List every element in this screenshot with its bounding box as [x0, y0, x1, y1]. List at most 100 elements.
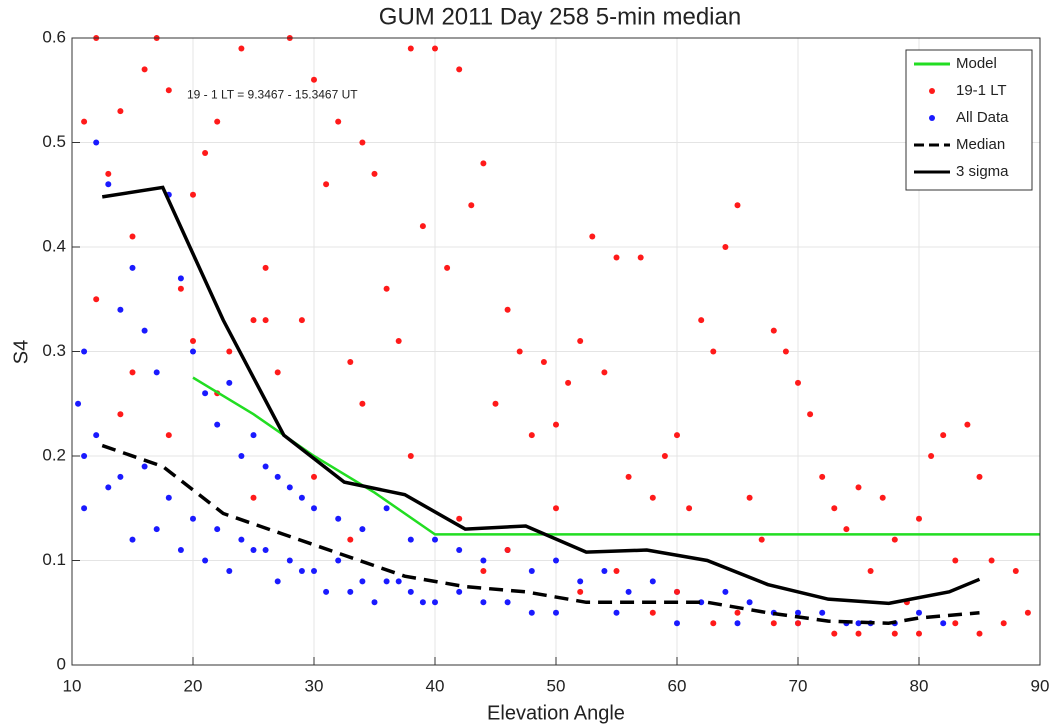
data-point	[722, 588, 729, 595]
data-point	[311, 567, 317, 574]
data-point	[323, 181, 330, 188]
data-point	[298, 494, 305, 501]
data-point	[75, 400, 82, 407]
data-point	[129, 536, 136, 543]
data-point	[891, 630, 898, 637]
x-tick-label: 10	[63, 676, 82, 695]
data-point	[93, 432, 100, 439]
data-point	[407, 588, 414, 595]
data-point	[577, 588, 584, 595]
data-point	[141, 327, 148, 334]
data-point	[746, 494, 753, 501]
data-point	[419, 223, 426, 230]
data-point	[274, 578, 281, 585]
data-point	[226, 567, 233, 574]
data-point	[456, 588, 463, 595]
data-point	[298, 317, 305, 324]
data-point	[492, 400, 499, 407]
data-point	[81, 348, 88, 355]
data-point	[335, 557, 342, 564]
data-point	[262, 463, 269, 470]
data-point	[335, 515, 342, 522]
x-tick-label: 40	[426, 676, 445, 695]
data-point	[565, 379, 572, 386]
data-point	[661, 453, 668, 459]
data-point	[795, 620, 801, 627]
data-point	[782, 348, 789, 355]
data-point	[649, 609, 656, 616]
data-point	[625, 588, 632, 595]
data-point	[456, 515, 463, 522]
data-point	[855, 620, 862, 627]
data-point	[129, 233, 136, 240]
data-point	[177, 547, 184, 554]
data-point	[553, 609, 559, 616]
data-point	[190, 515, 196, 522]
data-point	[177, 275, 184, 282]
data-point	[928, 453, 935, 459]
data-point	[214, 526, 221, 533]
data-point	[831, 505, 838, 512]
data-point	[710, 348, 717, 355]
data-point	[347, 588, 354, 595]
data-point	[528, 609, 535, 616]
data-point	[504, 306, 511, 313]
data-point	[117, 306, 124, 313]
data-point	[347, 536, 354, 543]
x-tick-label: 50	[547, 676, 566, 695]
data-point	[359, 139, 366, 146]
data-point	[419, 599, 426, 606]
data-point	[819, 609, 826, 616]
data-point	[214, 421, 221, 428]
legend-marker	[929, 88, 935, 94]
data-point	[165, 87, 172, 94]
data-point	[855, 484, 862, 491]
data-point	[613, 567, 620, 574]
data-point	[153, 369, 160, 376]
data-point	[226, 348, 233, 355]
data-point	[311, 505, 317, 512]
chart-title: GUM 2011 Day 258 5-min median	[379, 3, 741, 30]
data-point	[407, 536, 414, 543]
data-point	[238, 536, 245, 543]
data-point	[867, 567, 874, 574]
data-point	[190, 348, 196, 355]
data-point	[335, 118, 342, 125]
data-point	[202, 557, 209, 564]
annotation: 19 - 1 LT = 9.3467 - 15.3467 UT	[187, 88, 358, 102]
data-point	[359, 578, 366, 585]
x-tick-label: 30	[305, 676, 324, 695]
data-point	[976, 473, 983, 480]
data-point	[637, 254, 644, 261]
data-point	[117, 411, 124, 418]
data-point	[117, 108, 124, 115]
data-point	[286, 484, 293, 491]
data-point	[456, 66, 463, 73]
legend-label: Model	[956, 55, 997, 72]
data-point	[286, 557, 293, 564]
data-point	[395, 578, 402, 585]
data-point	[359, 526, 366, 533]
data-point	[456, 547, 463, 554]
data-point	[274, 369, 281, 376]
data-point	[855, 630, 862, 637]
data-point	[165, 432, 172, 439]
data-point	[686, 505, 693, 512]
data-point	[177, 285, 184, 292]
data-point	[371, 599, 378, 606]
data-point	[916, 515, 922, 522]
data-point	[238, 45, 245, 52]
y-axis-label: S4	[10, 340, 32, 364]
data-point	[528, 432, 535, 439]
data-point	[734, 620, 741, 627]
data-point	[540, 358, 547, 365]
legend-label: 19-1 LT	[956, 82, 1007, 99]
data-point	[105, 170, 112, 177]
data-point	[407, 45, 414, 52]
legend-marker	[929, 115, 935, 121]
data-point	[81, 453, 88, 459]
data-point	[553, 557, 559, 564]
data-point	[976, 630, 983, 637]
y-tick-label: 0	[57, 654, 66, 673]
